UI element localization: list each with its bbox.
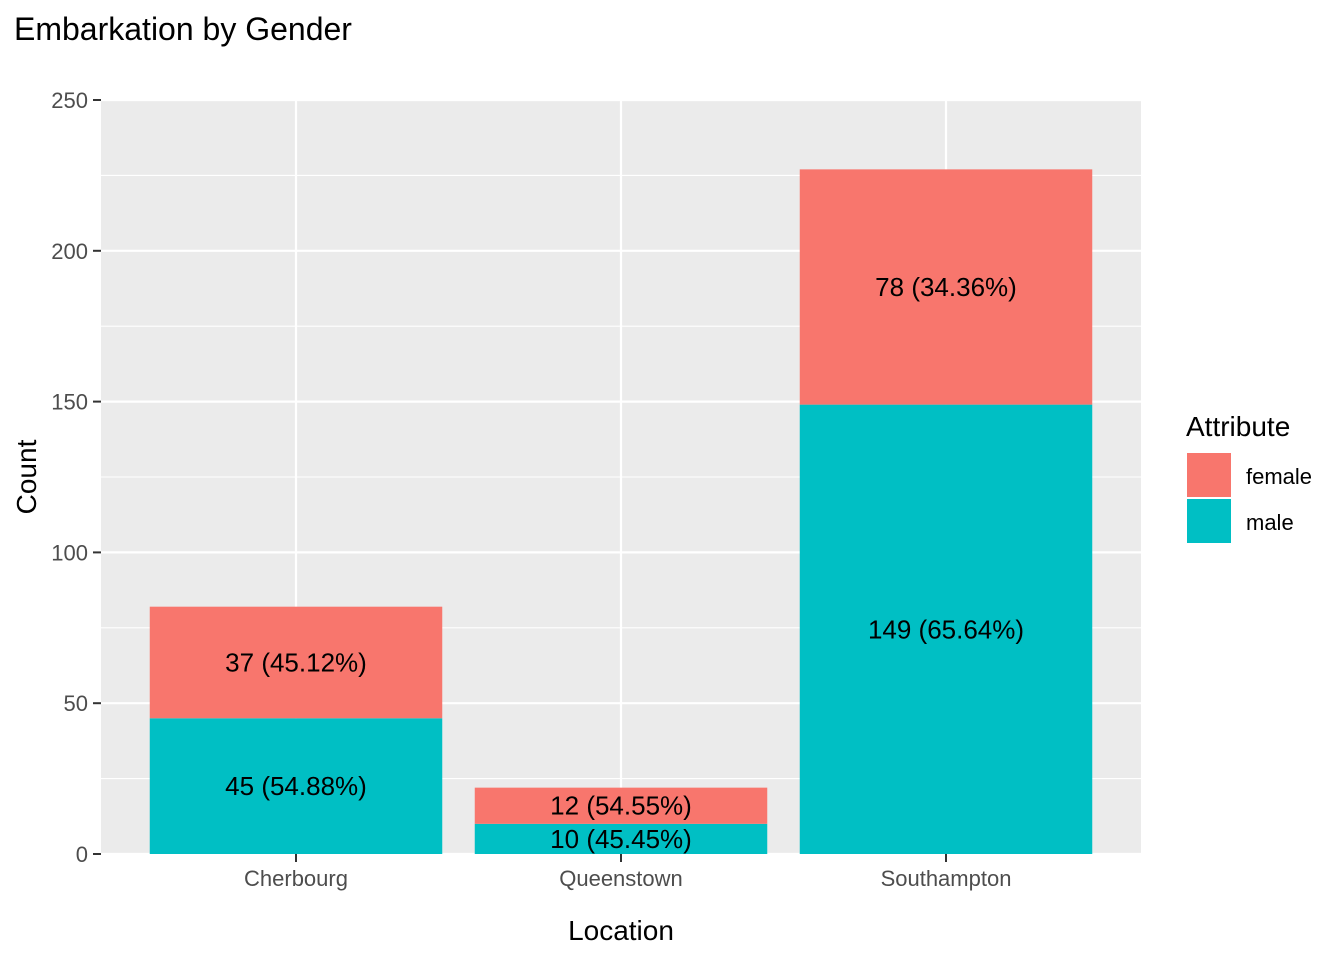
bar-male-southampton (799, 404, 1093, 854)
bar-group (149, 169, 1093, 854)
bar-label-male-cherbourg: 45 (54.88%) (225, 771, 367, 801)
legend: Attribute female male (1186, 411, 1312, 543)
bar-female-queenstown (474, 787, 768, 824)
bar-female-cherbourg (149, 606, 443, 719)
bar-label-male-southampton: 149 (65.64%) (868, 614, 1024, 644)
bar-label-male-queenstown: 10 (45.45%) (550, 824, 692, 854)
x-axis-tick-label-southampton: Southampton (881, 866, 1012, 891)
bar-label-female-queenstown: 12 (54.55%) (550, 791, 692, 821)
x-axis-title: Location (568, 915, 674, 946)
bar-label-group: 45 (54.88%) 37 (45.12%) 10 (45.45%)12 (54.… (225, 272, 1024, 854)
y-axis-tick-label: 50 (64, 691, 88, 716)
x-axis-tick-label-queenstown: Queenstown (559, 866, 683, 891)
bar-label-female-southampton: 78 (34.36%) (875, 272, 1017, 302)
x-axis: Cherbourg Queenstown Southampton (244, 854, 1011, 891)
bar-female-southampton (799, 169, 1093, 405)
chart-title: Embarkation by Gender (14, 11, 352, 47)
y-axis-tick-label: 250 (51, 88, 88, 113)
bar-label-female-cherbourg: 37 (45.12%) (225, 647, 367, 677)
legend-label-female: female (1246, 464, 1312, 489)
y-axis-tick-label: 150 (51, 390, 88, 415)
x-axis-tick-label-cherbourg: Cherbourg (244, 866, 348, 891)
legend-label-male: male (1246, 510, 1294, 535)
bar-male-cherbourg (149, 718, 443, 854)
y-axis-title: Count (11, 439, 42, 514)
legend-title: Attribute (1186, 411, 1290, 442)
legend-key-female (1187, 453, 1231, 497)
y-axis-tick-label: 100 (51, 540, 88, 565)
bar-male-queenstown (474, 823, 768, 854)
y-axis: 0 50 100 150 200 250 (51, 88, 101, 867)
y-axis-tick-label: 200 (51, 239, 88, 264)
legend-key-male (1187, 499, 1231, 543)
y-axis-tick-label: 0 (76, 842, 88, 867)
